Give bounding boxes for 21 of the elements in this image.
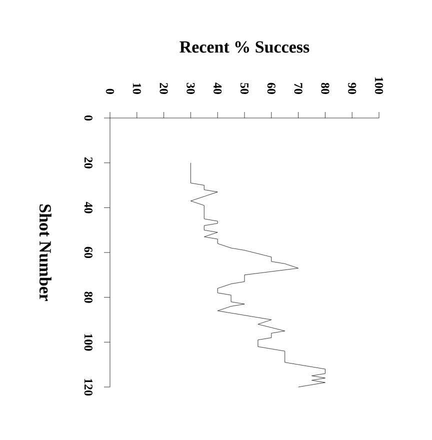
y-tick-label: 120 bbox=[84, 378, 92, 396]
x-axis-title: Recent % Success bbox=[180, 41, 310, 53]
y-tick-label: 20 bbox=[84, 157, 92, 168]
line-series bbox=[190, 162, 326, 388]
x-tick-label: 50 bbox=[240, 82, 249, 94]
y-tick-label: 80 bbox=[84, 292, 92, 303]
x-tick-label: 20 bbox=[160, 82, 168, 94]
x-tick-label: 60 bbox=[267, 82, 276, 94]
x-tick-label: 30 bbox=[186, 82, 195, 94]
x-tick-label: 0 bbox=[106, 88, 114, 94]
x-tick-label: 80 bbox=[321, 82, 330, 94]
y-axis-title: Shot Number bbox=[39, 204, 52, 301]
x-tick-label: 100 bbox=[374, 77, 384, 94]
y-tick-label: 40 bbox=[84, 202, 92, 214]
y-tick-label: 0 bbox=[84, 115, 92, 121]
y-tick-label: 100 bbox=[84, 334, 92, 351]
x-tick-label: 10 bbox=[132, 83, 141, 94]
y-tick-label: 60 bbox=[84, 246, 92, 258]
x-tick-label: 90 bbox=[348, 82, 356, 94]
x-tick-label: 40 bbox=[214, 82, 222, 94]
x-tick-label: 70 bbox=[294, 83, 302, 94]
